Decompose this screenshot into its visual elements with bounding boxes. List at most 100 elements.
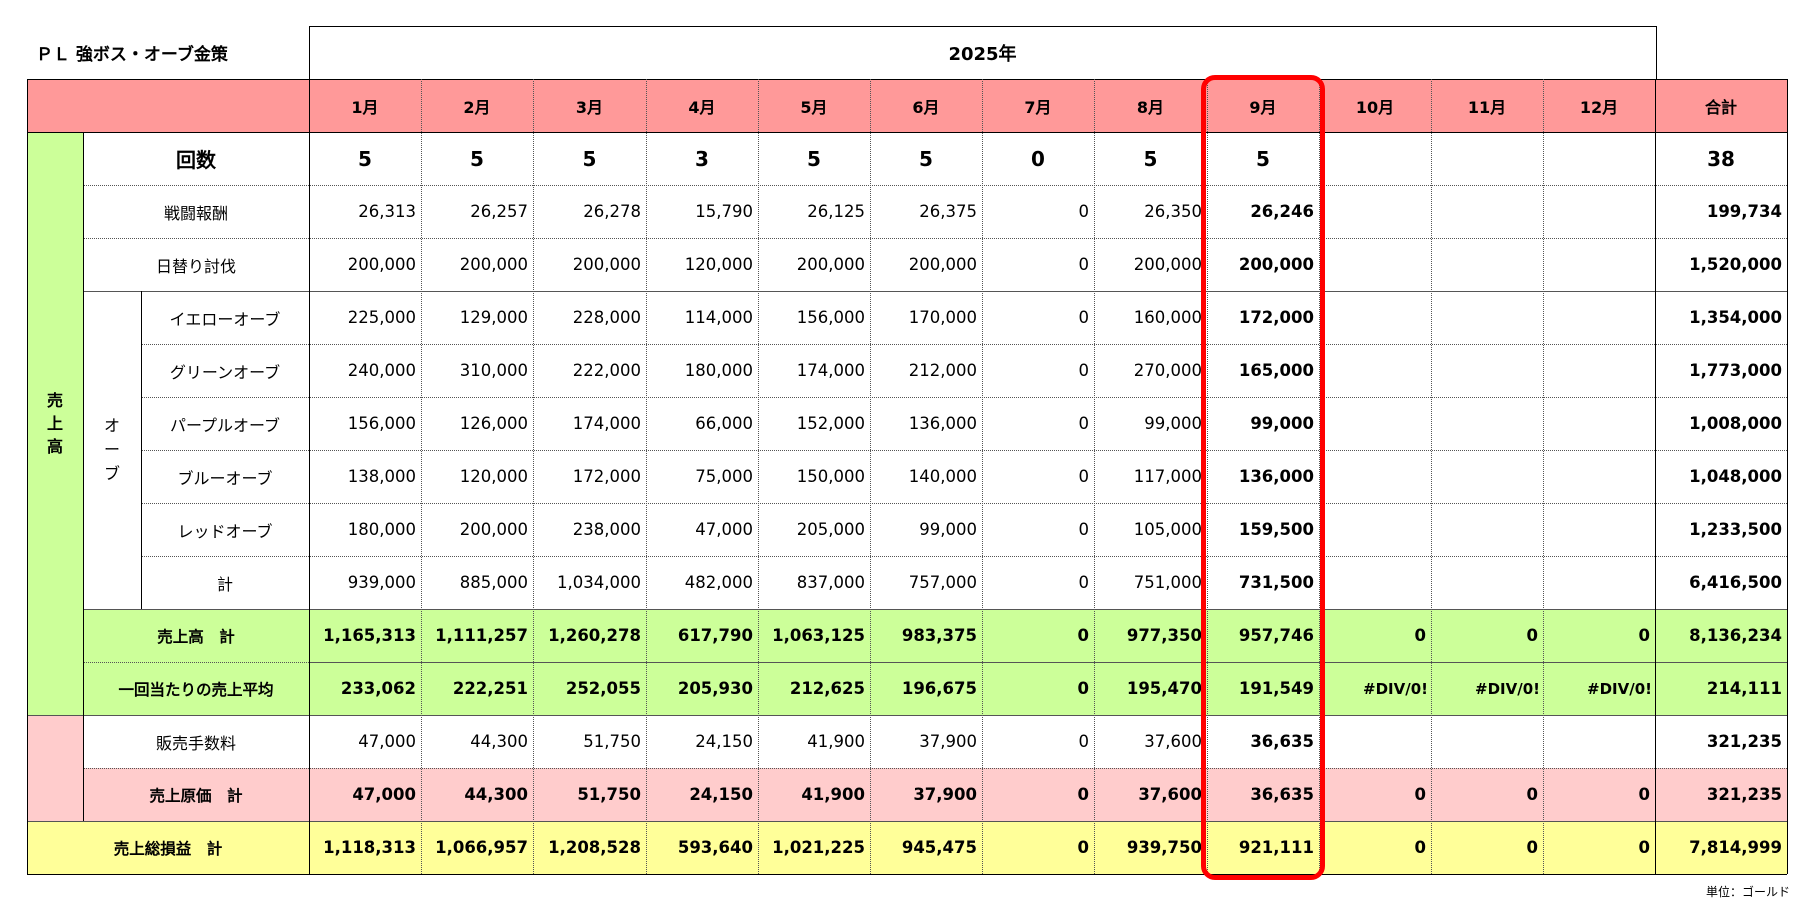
value-cell: 1,165,313 — [323, 626, 416, 645]
month-header: 4月 — [688, 97, 716, 117]
row-label: 日替り討伐 — [155, 256, 236, 276]
value-cell: 593,640 — [677, 838, 753, 857]
value-cell: 212,000 — [908, 361, 977, 380]
row-label: グリーンオーブ — [169, 362, 281, 382]
value-cell: 5 — [807, 146, 821, 171]
value-cell: 5 — [1256, 146, 1270, 171]
value-cell: 0 — [1078, 573, 1090, 592]
value-cell: 156,000 — [796, 308, 865, 327]
value-cell: 0 — [1526, 626, 1538, 645]
header-row-bg — [27, 79, 1787, 132]
total-cell: 1,233,500 — [1689, 520, 1782, 539]
value-cell: 47,000 — [695, 520, 753, 539]
grid-line — [141, 450, 309, 451]
grid-line — [309, 79, 310, 874]
month-header: 6月 — [912, 97, 940, 117]
grid-line — [309, 344, 1787, 345]
month-header: 11月 — [1467, 97, 1507, 117]
grid-line — [27, 132, 1787, 133]
page-title: ＰＬ 強ボス・オーブ金策 — [36, 45, 228, 65]
value-cell: 165,000 — [1238, 361, 1314, 380]
value-cell: 921,111 — [1238, 838, 1314, 857]
value-cell: 240,000 — [347, 361, 416, 380]
month-header: 1月 — [351, 97, 379, 117]
row-bg — [83, 768, 1787, 821]
grid-line — [1656, 26, 1657, 79]
value-cell: 1,118,313 — [323, 838, 416, 857]
value-cell: 136,000 — [908, 414, 977, 433]
value-cell: 837,000 — [796, 573, 865, 592]
grid-line — [309, 185, 1787, 186]
row-label: ブルーオーブ — [177, 468, 273, 488]
value-cell — [1431, 291, 1543, 344]
grid-line — [309, 609, 1787, 610]
total-cell: 1,520,000 — [1689, 255, 1782, 274]
value-cell: 1,063,125 — [772, 626, 865, 645]
value-cell: 41,900 — [801, 785, 865, 804]
grid-line — [1787, 79, 1788, 874]
value-cell: 66,000 — [695, 414, 753, 433]
value-cell — [1543, 132, 1655, 185]
value-cell: 180,000 — [684, 361, 753, 380]
total-cell: 38 — [1707, 146, 1735, 171]
row-label: 計 — [216, 574, 233, 594]
value-cell: 26,350 — [1144, 202, 1202, 221]
total-cell: 6,416,500 — [1689, 573, 1782, 592]
value-cell: 0 — [1077, 838, 1089, 857]
value-cell: 99,000 — [1250, 414, 1314, 433]
value-cell: 44,300 — [464, 785, 528, 804]
value-cell: 212,625 — [789, 679, 865, 698]
grid-line — [27, 874, 1787, 875]
value-cell: 200,000 — [908, 255, 977, 274]
value-cell: 114,000 — [684, 308, 753, 327]
value-cell: 26,313 — [358, 202, 416, 221]
value-cell: #DIV/0! — [1363, 679, 1428, 698]
grid-line — [27, 821, 309, 822]
value-cell: 5 — [582, 146, 597, 171]
value-cell: 24,150 — [695, 732, 753, 751]
value-cell: 174,000 — [796, 361, 865, 380]
value-cell — [1431, 397, 1543, 450]
value-cell — [1543, 450, 1655, 503]
value-cell: 37,900 — [919, 732, 977, 751]
value-cell: 129,000 — [459, 308, 528, 327]
value-cell — [1319, 291, 1431, 344]
total-cell: 1,008,000 — [1689, 414, 1782, 433]
value-cell: 47,000 — [358, 732, 416, 751]
value-cell: 120,000 — [684, 255, 753, 274]
month-header: 9月 — [1249, 97, 1277, 117]
value-cell: 117,000 — [1133, 467, 1202, 486]
value-cell: 26,257 — [470, 202, 528, 221]
grid-line — [533, 79, 534, 874]
value-cell: 205,000 — [796, 520, 865, 539]
grid-line — [83, 185, 309, 186]
value-cell — [1431, 185, 1543, 238]
year-header: 2025年 — [948, 43, 1017, 65]
value-cell: 1,034,000 — [557, 573, 641, 592]
value-cell — [1319, 238, 1431, 291]
value-cell: 0 — [1638, 785, 1650, 804]
grid-line — [309, 238, 1787, 239]
value-cell: 26,278 — [583, 202, 641, 221]
value-cell: 200,000 — [572, 255, 641, 274]
value-cell: 120,000 — [459, 467, 528, 486]
value-cell: 36,635 — [1250, 785, 1314, 804]
month-header: 7月 — [1024, 97, 1052, 117]
value-cell: 41,900 — [807, 732, 865, 751]
value-cell: 5 — [470, 146, 484, 171]
row-label: 販売手数料 — [155, 733, 236, 753]
month-header: 12月 — [1579, 97, 1619, 117]
row-label: イエローオーブ — [169, 309, 281, 329]
value-cell — [1543, 715, 1655, 768]
total-header: 合計 — [1704, 97, 1737, 117]
total-cell: 7,814,999 — [1689, 838, 1782, 857]
value-cell: 945,475 — [901, 838, 977, 857]
value-cell: 105,000 — [1133, 520, 1202, 539]
value-cell: 44,300 — [470, 732, 528, 751]
value-cell: 0 — [1414, 785, 1426, 804]
grid-line — [83, 132, 84, 821]
value-cell: 172,000 — [1238, 308, 1314, 327]
value-cell — [1543, 238, 1655, 291]
grid-line — [83, 238, 309, 239]
grid-line — [309, 715, 1787, 716]
